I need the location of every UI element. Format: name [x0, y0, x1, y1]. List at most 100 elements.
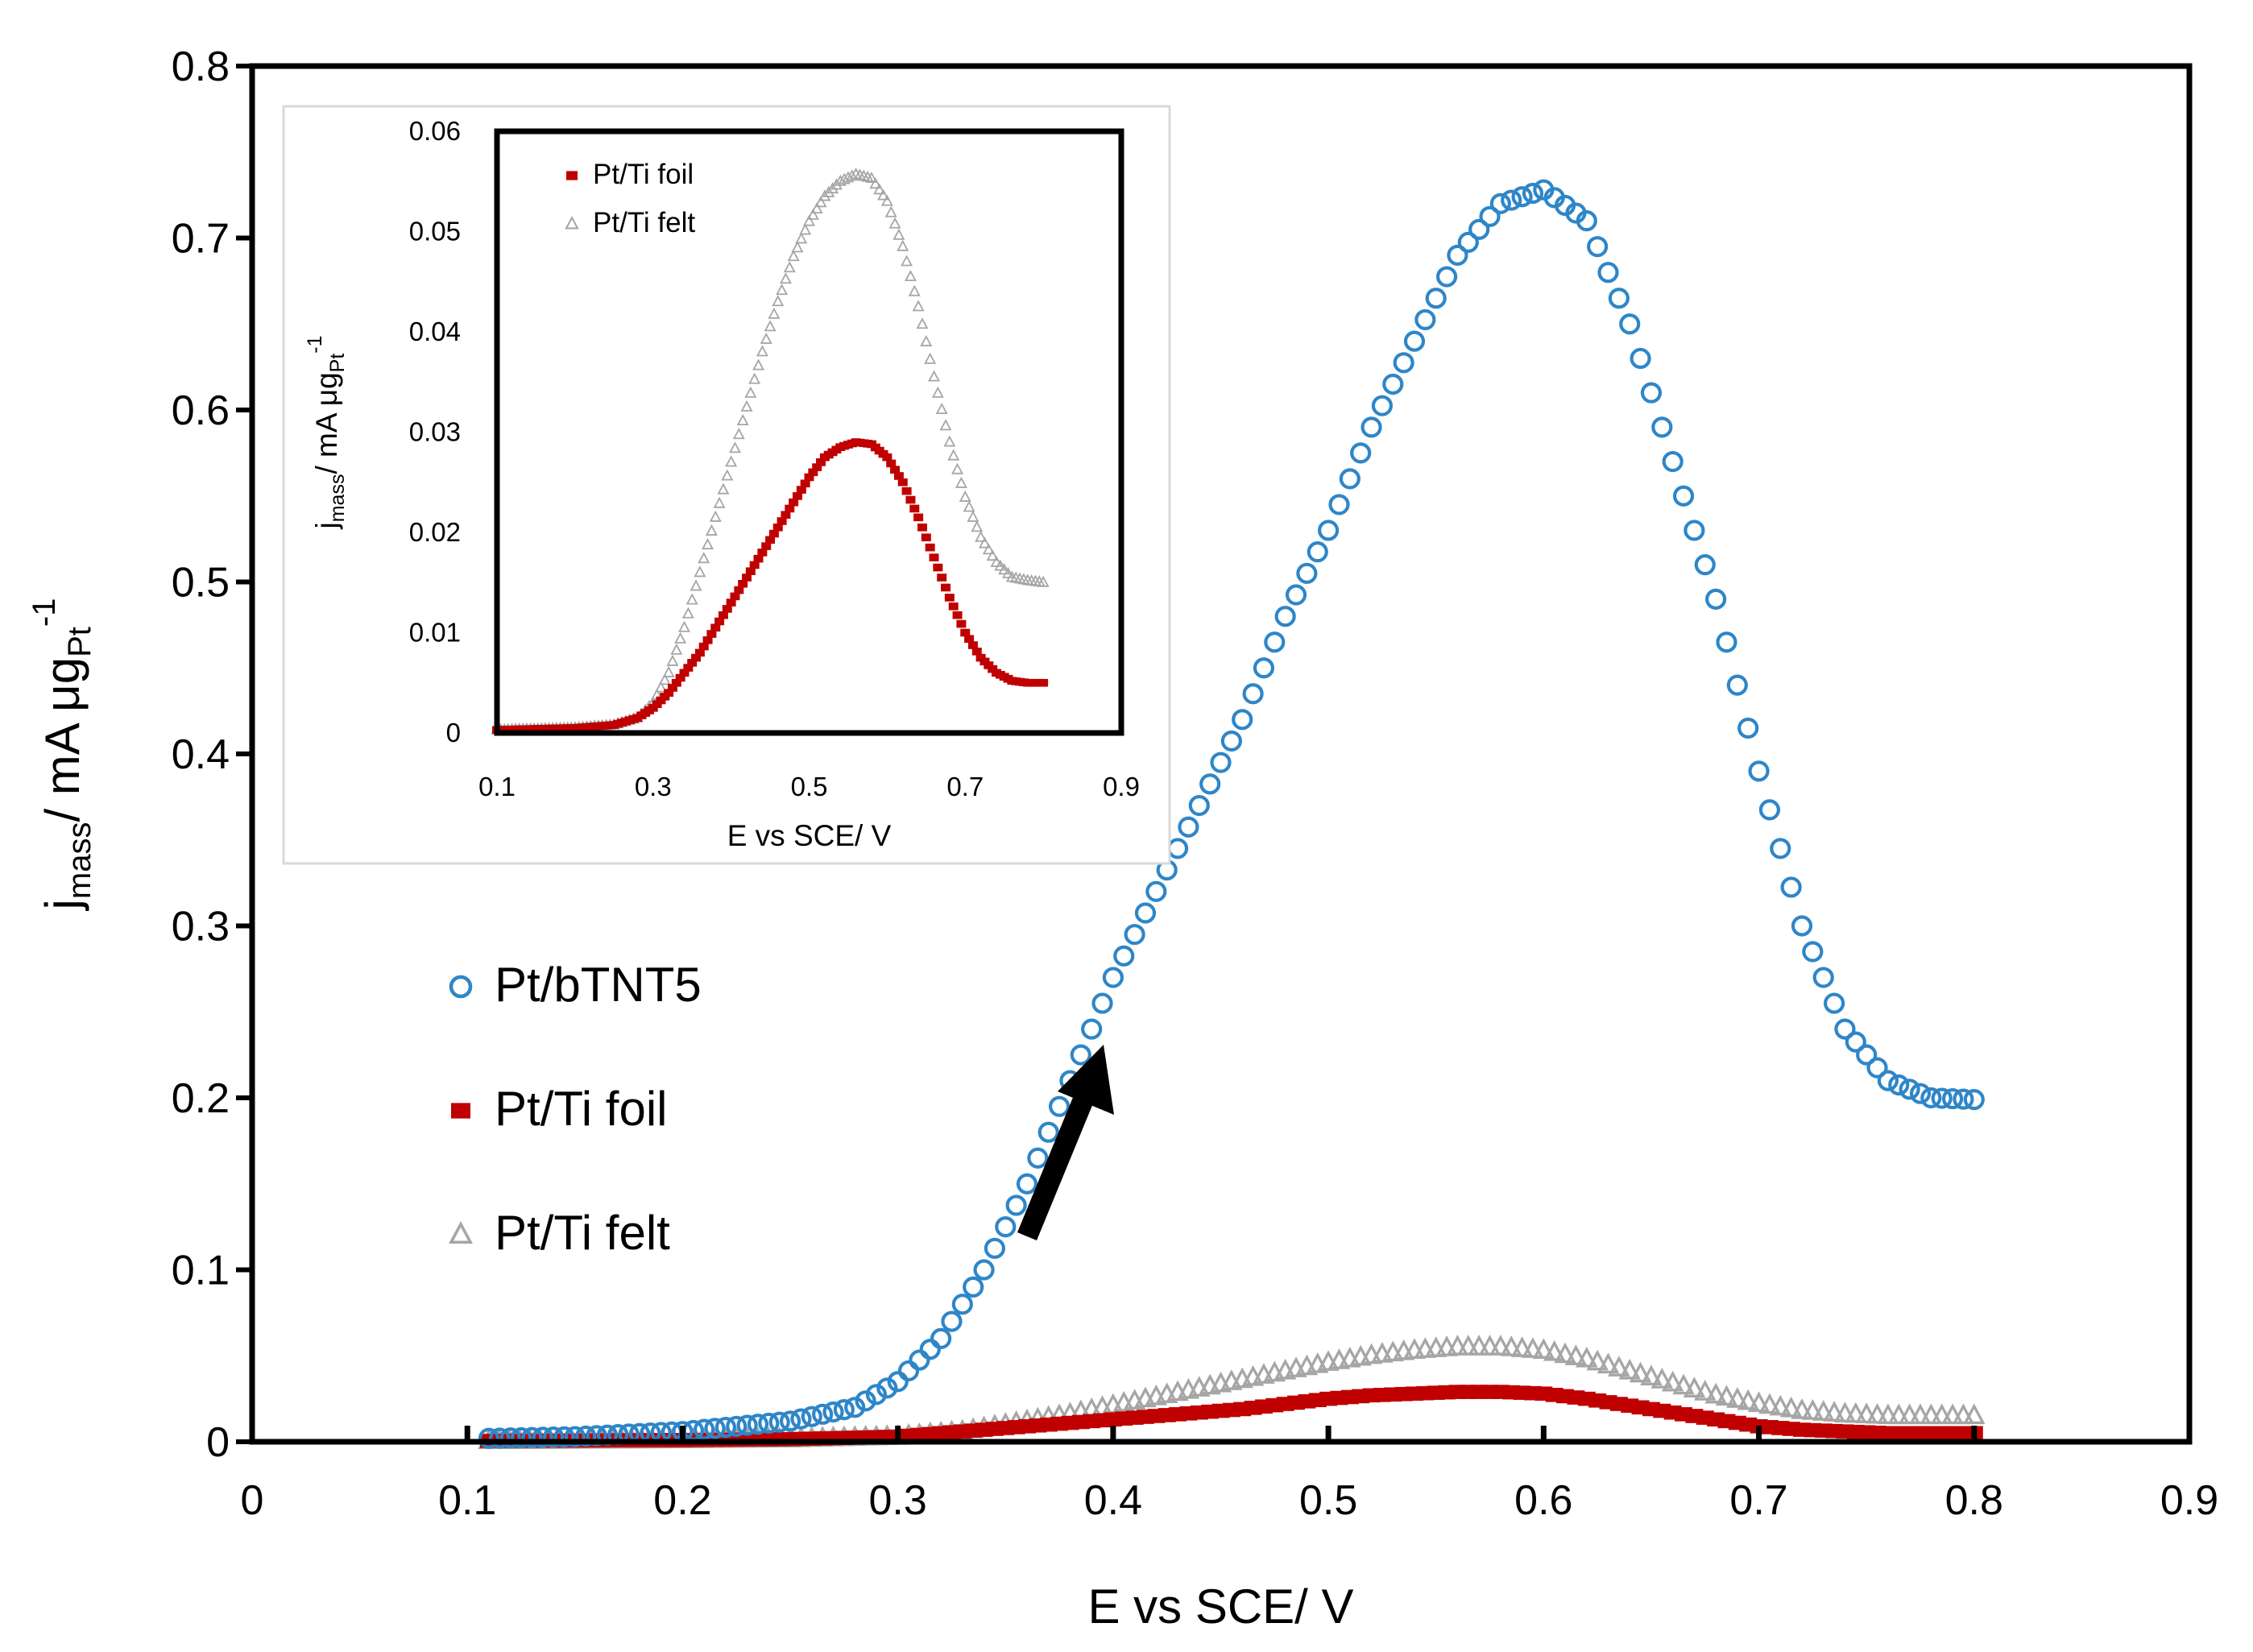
data-point: [1758, 1393, 1781, 1414]
data-point: [1274, 606, 1296, 627]
data-point: [830, 178, 843, 190]
data-point: [929, 553, 939, 561]
x-tick-label: 0.3: [869, 1477, 927, 1524]
x-tick-label: 0.7: [1729, 1477, 1787, 1524]
main-plot-frame: [249, 63, 2193, 1445]
x-tick-label: 0.3: [635, 772, 672, 801]
y-tick-label: 0.8: [172, 43, 230, 90]
data-point: [674, 631, 687, 644]
data-point: [768, 307, 781, 319]
data-point: [812, 1403, 834, 1425]
data-point: [887, 1371, 909, 1393]
data-point: [779, 1410, 801, 1432]
x-tick-label: 0.2: [653, 1477, 711, 1524]
data-point: [1124, 924, 1145, 946]
main-x-axis-title: E vs SCE/ V: [1087, 1580, 1353, 1633]
data-point: [1941, 1087, 1964, 1110]
inset-chart: 0.1 0.3 0.5 0.7 0.9 0 0.01 0.02 0.03 0.04 0.05 0.0…: [282, 105, 1171, 865]
data-point: [1909, 1083, 1932, 1104]
data-point: [683, 664, 694, 672]
data-point: [1382, 373, 1404, 395]
x-tick-label: 0.7: [946, 772, 984, 801]
data-point: [865, 1384, 888, 1406]
data-point: [959, 490, 971, 502]
data-point: [1371, 395, 1394, 416]
data-point: [753, 554, 764, 563]
data-point: [675, 673, 685, 682]
data-point: [909, 504, 920, 513]
data-point: [916, 317, 929, 329]
data-point: [1619, 313, 1641, 335]
data-point: [1930, 1403, 1953, 1425]
data-point: [994, 559, 1007, 571]
data-point: [897, 478, 908, 486]
data-point: [833, 1399, 855, 1421]
data-point: [685, 593, 698, 605]
data-point: [745, 567, 756, 576]
x-tick-label: 0: [241, 1477, 264, 1524]
data-point: [877, 188, 890, 201]
data-point: [1447, 244, 1468, 266]
data-point: [1543, 1339, 1566, 1361]
data-point: [1318, 520, 1340, 541]
data-point: [748, 372, 761, 384]
data-point: [726, 598, 736, 607]
main-y-axis-title: jmass/ mA μgPt-1: [27, 598, 97, 912]
data-point: [897, 239, 909, 251]
data-point: [1920, 1403, 1943, 1425]
data-point: [1866, 1402, 1889, 1424]
data-point: [532, 1426, 553, 1448]
data-point: [698, 642, 709, 651]
inset-series-pt-ti-foil: [492, 438, 1049, 735]
main-chart: 0 0.1 0.2 0.3 0.4 0.5 0.6 0.7 0.8 0.9 00.10.20.30…: [27, 43, 2218, 1633]
data-point: [1210, 751, 1232, 773]
data-point: [1554, 1342, 1576, 1364]
x-tick-label: 0.1: [478, 772, 516, 801]
data-point: [710, 623, 721, 632]
data-point: [1220, 730, 1242, 752]
data-point: [772, 523, 783, 532]
data-point: [1672, 485, 1695, 507]
data-point: [1188, 794, 1210, 817]
data-point: [756, 345, 768, 357]
data-point: [886, 459, 897, 468]
x-tick-label: 0.8: [1945, 1477, 2003, 1524]
data-point: [1360, 416, 1382, 438]
data-point: [681, 607, 694, 619]
data-point: [1833, 1402, 1857, 1422]
data-point: [658, 673, 671, 685]
data-point: [846, 169, 859, 181]
data-point: [1232, 709, 1253, 731]
data-point: [1532, 1338, 1555, 1359]
data-point: [1608, 288, 1630, 309]
data-point: [1468, 218, 1490, 240]
data-point: [792, 492, 802, 500]
data-point: [1479, 205, 1501, 227]
inset-legend: Pt/Ti foil Pt/Ti felt: [565, 159, 695, 238]
data-point: [967, 510, 979, 522]
data-point: [718, 611, 728, 619]
data-point: [826, 182, 839, 194]
data-point: [670, 643, 683, 655]
data-point: [1640, 1364, 1663, 1386]
data-point: [717, 482, 730, 495]
data-point: [1608, 1356, 1630, 1377]
data-point: [1747, 1391, 1771, 1413]
data-point: [948, 602, 959, 611]
data-point: [937, 573, 947, 582]
data-point: [838, 172, 851, 184]
data-point: [752, 358, 765, 371]
data-point: [757, 549, 768, 557]
data-point: [1672, 1373, 1695, 1395]
data-point: [955, 476, 967, 488]
data-point: [779, 272, 792, 284]
data-point: [776, 284, 789, 296]
data-point: [1178, 816, 1199, 838]
data-point: [1888, 1074, 1910, 1096]
data-point: [947, 449, 960, 461]
data-point: [1737, 1389, 1759, 1410]
data-point: [927, 370, 941, 382]
data-point: [1457, 231, 1479, 253]
data-point: [901, 255, 913, 267]
legend-item: Pt/Ti felt: [565, 207, 695, 238]
